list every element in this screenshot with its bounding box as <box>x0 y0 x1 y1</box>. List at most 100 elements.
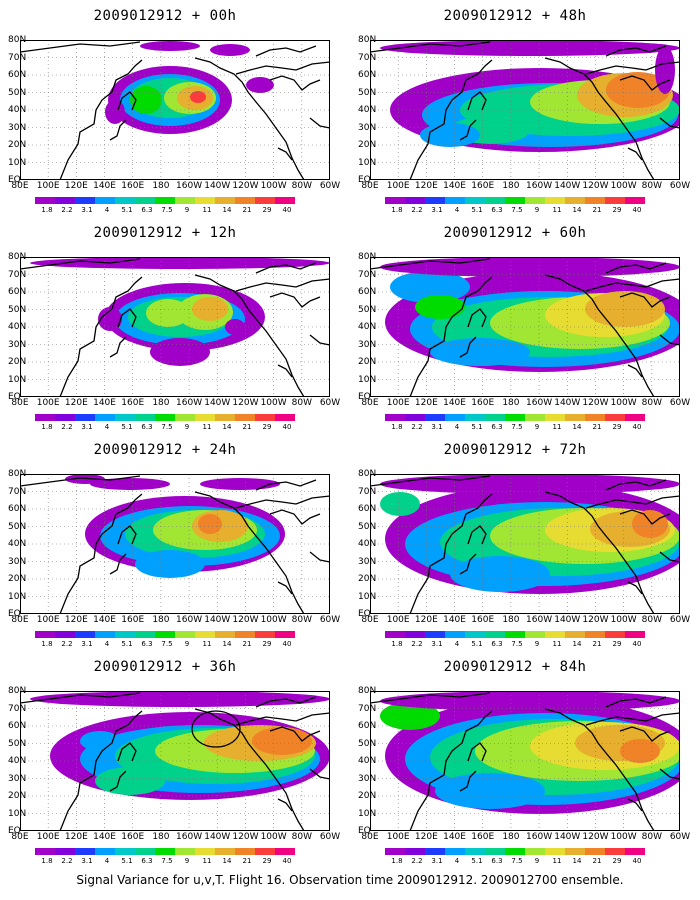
coastline <box>117 525 137 545</box>
colorbar-segment <box>215 197 235 204</box>
coastline <box>117 742 137 762</box>
latitude-label: 80N <box>358 252 377 262</box>
longitude-label: 140W <box>554 832 581 842</box>
coastline <box>585 712 680 726</box>
longitude-label: 140W <box>204 398 231 408</box>
colorbar <box>385 197 645 204</box>
latitude-label: 60N <box>8 287 27 297</box>
forecast-panel-84h: 2009012912 + 84h 80N 70N 60N 50N 40N 30N 20N 10N… <box>350 651 690 866</box>
coastline <box>235 278 330 292</box>
colorbar-label: 6.3 <box>141 423 153 431</box>
colorbar-label: 21 <box>242 423 252 431</box>
colorbar-label: 7.5 <box>161 423 173 431</box>
colorbar-segment <box>255 631 275 638</box>
colorbar <box>385 848 645 855</box>
longitude-label: 160E <box>471 181 495 191</box>
longitude-label: 180 <box>152 398 170 408</box>
colorbar-label: 1.8 <box>41 423 53 431</box>
colorbar-label: 29 <box>262 640 272 648</box>
coastline <box>459 336 477 358</box>
colorbar-label: 6.3 <box>491 423 503 431</box>
longitude-label: 140W <box>554 181 581 191</box>
longitude-label: 60W <box>319 615 341 625</box>
colorbar-label: 6.3 <box>141 857 153 865</box>
longitude-label: 60W <box>319 832 341 842</box>
colorbar-segment <box>135 631 155 638</box>
forecast-panel-12h: 2009012912 + 12h 80N 70N 60N 50N 40N 30N 20N 10N… <box>0 217 340 432</box>
map-frame <box>370 257 680 397</box>
colorbar-segment <box>175 414 195 421</box>
colorbar-labels: 1.8 2.2 3.1 4 5.1 6.3 7.5 9 11 14 21 29 40 <box>35 423 295 433</box>
colorbar-segment <box>405 414 425 421</box>
colorbar-segment <box>625 414 645 421</box>
longitude-label: 180 <box>502 832 520 842</box>
latitude-label: 80N <box>8 686 27 696</box>
colorbar-segment <box>525 631 545 638</box>
colorbar-segment <box>95 848 115 855</box>
variance-contour <box>105 100 125 124</box>
colorbar-segment <box>405 848 425 855</box>
colorbar-segment <box>115 414 135 421</box>
colorbar-segment <box>385 848 405 855</box>
map-area: 80N 70N 60N 50N 40N 30N 20N 10N EQ 80E 100E 120E 140… <box>8 252 340 408</box>
colorbar <box>35 197 295 204</box>
colorbar-label: 6.3 <box>491 857 503 865</box>
colorbar-label: 5.1 <box>471 423 483 431</box>
latitude-label: 30N <box>358 339 377 350</box>
longitude-label: 160E <box>121 181 145 191</box>
coastline <box>255 45 317 57</box>
colorbar-segment <box>445 414 465 421</box>
colorbar-segment <box>445 197 465 204</box>
colorbar-segment <box>75 631 95 638</box>
longitude-label: 140E <box>443 832 466 842</box>
colorbar-label: 4 <box>454 206 460 214</box>
longitude-label: 180 <box>152 832 170 842</box>
colorbar-segment <box>235 848 255 855</box>
latitude-label: 70N <box>8 52 27 63</box>
variance-contour <box>200 478 280 490</box>
colorbar-segment <box>255 848 275 855</box>
colorbar-label: 2.2 <box>61 640 73 648</box>
colorbar-label: 1.8 <box>391 423 403 431</box>
longitude-label: 160E <box>121 832 145 842</box>
panel-title: 2009012912 + 12h <box>93 225 237 241</box>
colorbar-label: 29 <box>262 206 272 214</box>
colorbar-labels: 1.8 2.2 3.1 4 5.1 6.3 7.5 9 11 14 21 29 40 <box>385 857 645 867</box>
latitude-label: 60N <box>358 287 377 297</box>
longitude-label: 60W <box>319 181 341 191</box>
colorbar-segment <box>545 414 565 421</box>
coastline <box>269 509 321 525</box>
colorbar-label: 6.3 <box>141 206 153 214</box>
colorbar-label: 1.8 <box>391 206 403 214</box>
colorbar-label: 5.1 <box>471 206 483 214</box>
coastline <box>409 493 493 614</box>
colorbar-label: 3.1 <box>431 423 443 431</box>
colorbar-label: 29 <box>262 423 272 431</box>
colorbar-segment <box>55 848 75 855</box>
latitude-label: 40N <box>8 105 27 115</box>
colorbar-label: 2.2 <box>411 423 423 431</box>
colorbar-label: 40 <box>632 857 642 865</box>
longitude-label: 100E <box>386 832 410 842</box>
colorbar-segment <box>585 197 605 204</box>
latitude-label: 70N <box>358 52 377 63</box>
colorbar-segment <box>405 631 425 638</box>
coastline <box>277 364 293 378</box>
colorbar-segment <box>35 197 55 204</box>
latitude-label: 70N <box>8 703 27 714</box>
forecast-panel-72h: 2009012912 + 72h 80N 70N 60N 50N 40N 30N 20N 10N… <box>350 434 690 649</box>
colorbar-segment <box>135 848 155 855</box>
latitude-label: 30N <box>358 556 377 567</box>
variance-contour <box>390 271 470 303</box>
longitude-label: 160W <box>176 181 203 191</box>
coastline <box>117 91 137 111</box>
longitude-label: 160E <box>121 398 145 408</box>
latitude-label: 50N <box>358 738 377 749</box>
longitude-label: 160E <box>471 398 495 408</box>
figure-caption: Signal Variance for u,v,T. Flight 16. Ob… <box>76 873 624 887</box>
colorbar-label: 40 <box>632 423 642 431</box>
colorbar-label: 5.1 <box>121 423 133 431</box>
colorbar-segment <box>605 197 625 204</box>
colorbar-label: 9 <box>534 206 540 214</box>
colorbar-segment <box>195 848 215 855</box>
